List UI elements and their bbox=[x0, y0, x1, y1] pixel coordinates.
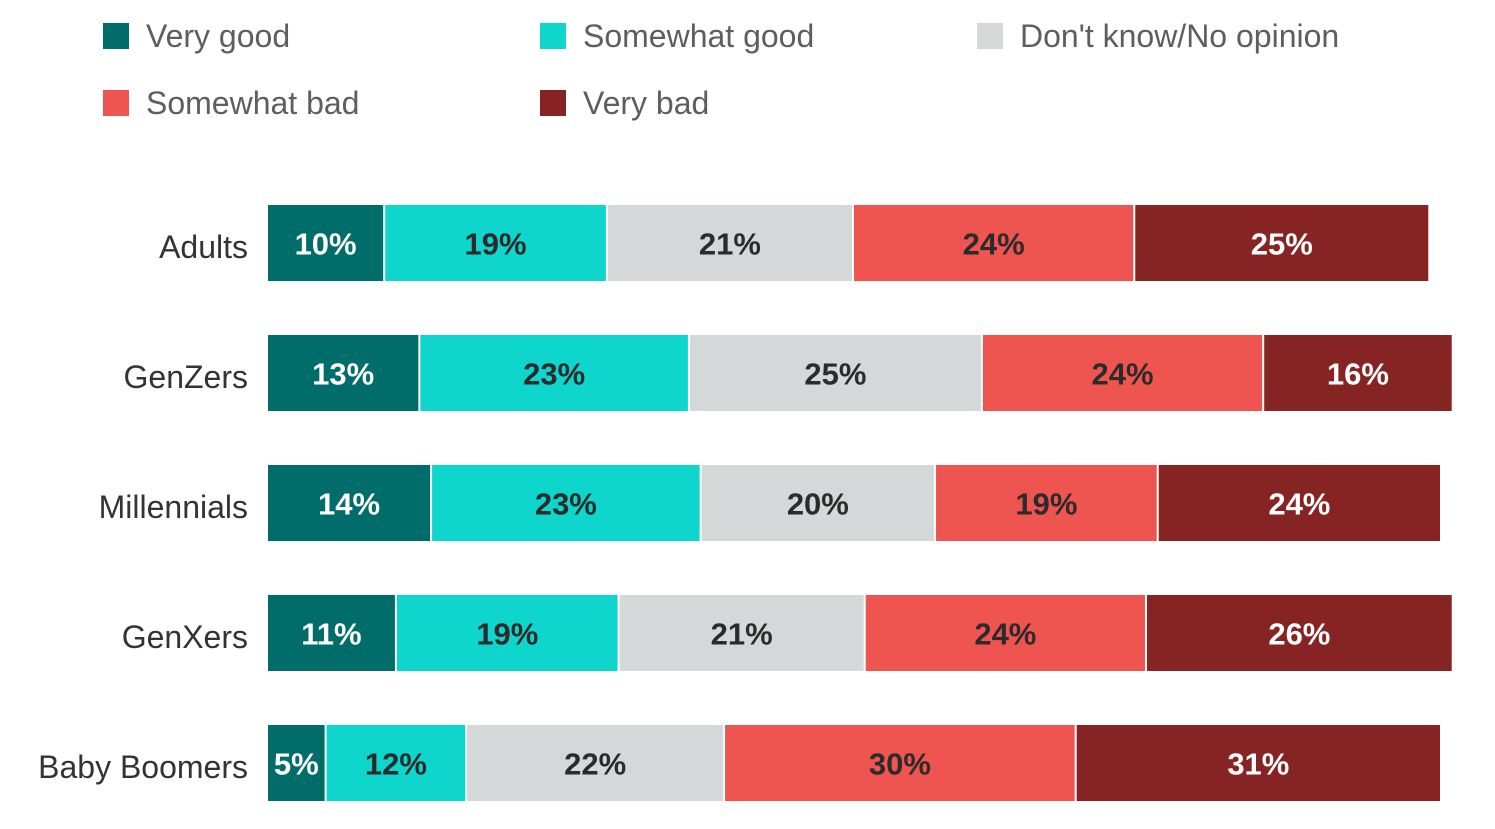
category-label-baby-boomers: Baby Boomers bbox=[38, 749, 248, 785]
bar-millennials-very-good bbox=[268, 465, 431, 541]
bar-adults-somewhat-bad bbox=[854, 205, 1134, 281]
category-label-millennials: Millennials bbox=[99, 489, 248, 525]
bar-baby-boomers-don-t-know-no-opinion bbox=[467, 725, 724, 801]
data-label-baby-boomers-don-t-know-no-opinion: 22% bbox=[564, 747, 626, 782]
legend-swatch-very-good bbox=[103, 23, 129, 49]
data-label-genzers-somewhat-bad: 24% bbox=[1092, 357, 1154, 392]
data-label-millennials-somewhat-good: 23% bbox=[535, 487, 597, 522]
legend-swatch-don-t-know-no-opinion bbox=[977, 23, 1003, 49]
bar-millennials-don-t-know-no-opinion bbox=[701, 465, 935, 541]
bar-baby-boomers-very-good bbox=[268, 725, 325, 801]
legend-item-very-bad: Very bad bbox=[540, 85, 709, 121]
data-label-millennials-somewhat-bad: 19% bbox=[1015, 487, 1077, 522]
data-label-genzers-somewhat-good: 23% bbox=[523, 357, 585, 392]
data-label-millennials-very-bad: 24% bbox=[1268, 487, 1330, 522]
data-label-baby-boomers-somewhat-bad: 30% bbox=[869, 747, 931, 782]
legend-item-somewhat-bad: Somewhat bad bbox=[103, 85, 359, 121]
bar-adults-very-good bbox=[268, 205, 384, 281]
bar-genzers-somewhat-bad bbox=[982, 335, 1263, 411]
bar-genzers-very-bad bbox=[1264, 335, 1452, 411]
data-label-genxers-somewhat-good: 19% bbox=[476, 617, 538, 652]
bar-genxers-very-good bbox=[268, 595, 395, 671]
legend-label-don-t-know-no-opinion: Don't know/No opinion bbox=[1020, 18, 1339, 54]
bar-baby-boomers-somewhat-bad bbox=[725, 725, 1075, 801]
legend: Very good Somewhat good Don't know/No opin… bbox=[103, 18, 1339, 121]
bar-adults-somewhat-good bbox=[385, 205, 606, 281]
legend-label-somewhat-bad: Somewhat bad bbox=[146, 85, 359, 121]
category-labels: Adults GenZers Millennials GenXers Baby Boom… bbox=[38, 229, 248, 785]
data-labels: 10% 19% 21% 24% 25% 13% 23% 25% 24% 16% 14% 23% 20% 1… bbox=[274, 227, 1389, 782]
legend-swatch-very-bad bbox=[540, 90, 566, 116]
category-label-genzers: GenZers bbox=[124, 359, 248, 395]
bar-millennials-very-bad bbox=[1158, 465, 1440, 541]
bar-millennials-somewhat-bad bbox=[936, 465, 1157, 541]
legend-swatch-somewhat-good bbox=[540, 23, 566, 49]
bars bbox=[268, 205, 1452, 801]
legend-item-somewhat-good: Somewhat good bbox=[540, 18, 814, 54]
data-label-adults-don-t-know-no-opinion: 21% bbox=[699, 227, 761, 262]
legend-item-very-good: Very good bbox=[103, 18, 290, 54]
bar-millennials-somewhat-good bbox=[432, 465, 700, 541]
data-label-genzers-very-good: 13% bbox=[312, 357, 374, 392]
category-label-genxers: GenXers bbox=[122, 619, 248, 655]
legend-label-very-bad: Very bad bbox=[583, 85, 709, 121]
legend-label-very-good: Very good bbox=[146, 18, 290, 54]
data-label-genzers-don-t-know-no-opinion: 25% bbox=[804, 357, 866, 392]
legend-item-don-t-know-no-opinion: Don't know/No opinion bbox=[977, 18, 1339, 54]
data-label-baby-boomers-very-bad: 31% bbox=[1227, 747, 1289, 782]
bar-genxers-very-bad bbox=[1147, 595, 1452, 671]
bar-genzers-very-good bbox=[268, 335, 419, 411]
bar-genzers-don-t-know-no-opinion bbox=[689, 335, 981, 411]
data-label-genxers-very-good: 11% bbox=[301, 617, 361, 652]
data-label-adults-very-good: 10% bbox=[295, 227, 357, 262]
data-label-genzers-very-bad: 16% bbox=[1327, 357, 1389, 392]
bar-adults-don-t-know-no-opinion bbox=[607, 205, 852, 281]
legend-label-somewhat-good: Somewhat good bbox=[583, 18, 814, 54]
category-label-adults: Adults bbox=[159, 229, 248, 265]
legend-swatch-somewhat-bad bbox=[103, 90, 129, 116]
data-label-genxers-don-t-know-no-opinion: 21% bbox=[711, 617, 773, 652]
data-label-adults-somewhat-good: 19% bbox=[465, 227, 527, 262]
bar-baby-boomers-very-bad bbox=[1076, 725, 1440, 801]
bar-genxers-somewhat-good bbox=[396, 595, 618, 671]
bar-genxers-somewhat-bad bbox=[865, 595, 1145, 671]
data-label-genxers-very-bad: 26% bbox=[1268, 617, 1330, 652]
data-label-millennials-don-t-know-no-opinion: 20% bbox=[787, 487, 849, 522]
data-label-genxers-somewhat-bad: 24% bbox=[974, 617, 1036, 652]
data-label-adults-somewhat-bad: 24% bbox=[963, 227, 1025, 262]
data-label-millennials-very-good: 14% bbox=[318, 487, 380, 522]
data-label-baby-boomers-somewhat-good: 12% bbox=[365, 747, 427, 782]
bar-genxers-don-t-know-no-opinion bbox=[619, 595, 864, 671]
bar-baby-boomers-somewhat-good bbox=[326, 725, 466, 801]
data-label-baby-boomers-very-good: 5% bbox=[274, 747, 319, 782]
bar-genzers-somewhat-good bbox=[420, 335, 688, 411]
data-label-adults-very-bad: 25% bbox=[1251, 227, 1313, 262]
bar-adults-very-bad bbox=[1135, 205, 1429, 281]
